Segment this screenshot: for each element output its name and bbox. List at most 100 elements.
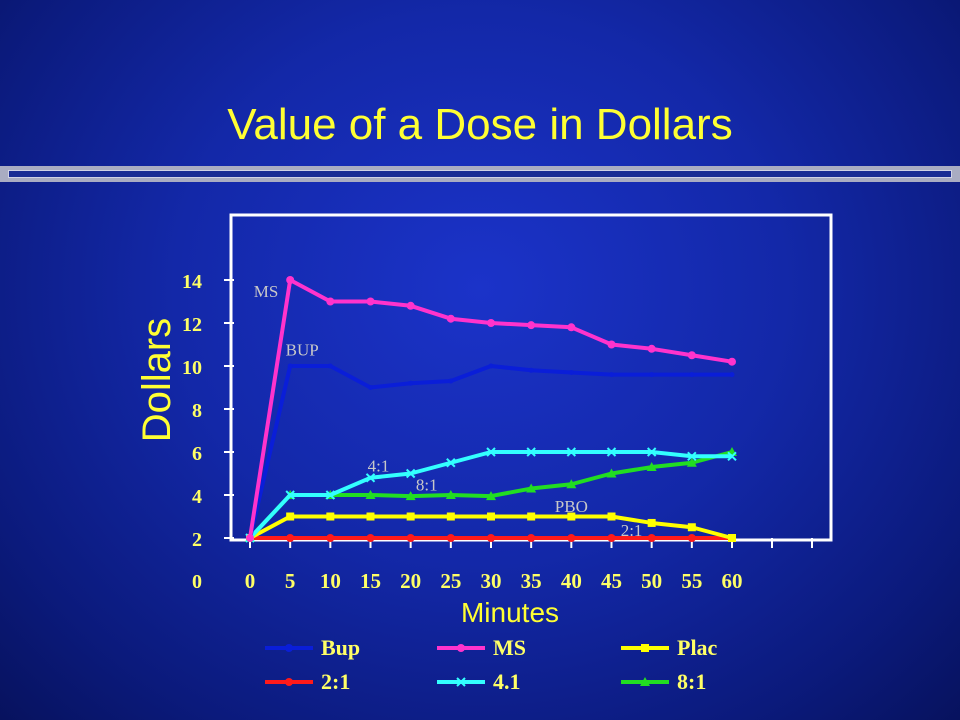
data-point-2-1	[326, 534, 335, 542]
legend-marker	[285, 678, 293, 686]
data-point-bup	[368, 385, 373, 390]
x-tick-label: 15	[360, 569, 381, 593]
legend-label: MS	[493, 635, 526, 660]
data-point-2-1	[607, 534, 616, 542]
data-point-bup	[649, 372, 655, 378]
data-point-bup	[729, 372, 735, 378]
series-annotation: BUP	[286, 340, 319, 359]
data-point-2-1	[647, 534, 656, 542]
legend-marker	[285, 644, 293, 652]
data-point-ms	[446, 314, 455, 323]
data-point-8-1	[405, 491, 416, 501]
series-annotation: PBO	[555, 497, 588, 516]
x-tick-label: 35	[521, 569, 542, 593]
data-point-ms	[687, 351, 696, 360]
legend-item-8-1: 8:1	[621, 669, 706, 694]
series-bup	[247, 363, 735, 541]
data-point-bup	[287, 363, 293, 369]
data-point-4-1	[646, 447, 657, 457]
data-point-plac	[446, 512, 455, 521]
x-tick-label: 5	[285, 569, 296, 593]
data-point-4-1	[325, 490, 336, 500]
data-point-8-1	[646, 462, 657, 472]
data-point-ms	[527, 321, 536, 330]
data-point-plac	[687, 523, 696, 532]
data-point-bup	[528, 367, 534, 373]
series-annotation: 2:1	[621, 521, 643, 540]
data-point-plac	[406, 512, 415, 521]
x-tick-label: 25	[440, 569, 461, 593]
data-point-plac	[647, 518, 656, 527]
data-point-2-1	[567, 534, 576, 542]
legend-item-ms: MS	[437, 635, 526, 660]
legend-marker	[641, 644, 649, 652]
x-tick-label: 20	[400, 569, 421, 593]
data-point-8-1	[566, 479, 577, 489]
data-point-bup	[327, 363, 333, 369]
legend-item-plac: Plac	[621, 635, 718, 660]
data-point-plac	[728, 534, 736, 542]
data-point-ms	[647, 344, 656, 353]
data-point-ms	[406, 301, 415, 310]
legend-item-4-1: 4.1	[437, 669, 521, 694]
data-point-8-1	[606, 468, 617, 478]
legend-item-bup: Bup	[265, 635, 360, 660]
x-tick-label: 45	[601, 569, 622, 593]
data-point-ms	[286, 276, 295, 284]
data-point-bup	[488, 363, 494, 369]
data-point-2-1	[527, 534, 536, 542]
data-point-ms	[567, 323, 576, 332]
data-point-plac	[527, 512, 536, 521]
data-point-plac	[366, 512, 375, 521]
data-point-plac	[286, 512, 295, 521]
data-point-4-1	[446, 458, 456, 468]
legend-marker	[457, 644, 465, 652]
y-tick-label: 2	[192, 529, 202, 551]
x-axis-title: Minutes	[461, 597, 559, 628]
data-point-8-1	[686, 457, 697, 467]
legend-marker	[640, 677, 650, 686]
series-ms	[246, 276, 736, 542]
data-point-2-1	[366, 534, 375, 542]
data-point-plac	[607, 512, 616, 521]
x-tick-label: 0	[245, 569, 256, 593]
y-tick-label: 12	[182, 314, 202, 336]
x-tick-label: 40	[561, 569, 582, 593]
series-annotation: 8:1	[416, 476, 438, 495]
data-point-8-1	[445, 490, 456, 499]
data-point-8-1	[526, 483, 537, 493]
y-tick-label: 6	[192, 443, 202, 465]
data-point-4-1	[486, 447, 496, 457]
data-point-2-1	[406, 534, 415, 542]
data-point-bup	[568, 369, 574, 375]
data-point-bup	[689, 372, 695, 378]
data-point-2-1	[487, 534, 495, 542]
data-point-plac	[487, 512, 495, 521]
slide-title: Value of a Dose in Dollars	[227, 100, 733, 149]
legend-label: Plac	[677, 635, 718, 660]
x-tick-label: 30	[481, 569, 502, 593]
data-point-4-1	[405, 468, 416, 479]
data-point-bup	[448, 378, 454, 384]
legend-label: 8:1	[677, 669, 706, 694]
data-point-8-1	[486, 491, 496, 501]
data-point-2-1	[446, 534, 455, 542]
y-tick-label: 0	[192, 571, 202, 593]
data-point-8-1	[365, 490, 376, 499]
data-point-ms	[607, 340, 616, 349]
y-axis-title: Dollars	[135, 318, 179, 442]
y-tick-label: 10	[182, 357, 202, 379]
y-tick-label: 14	[182, 271, 202, 293]
legend-label: Bup	[321, 635, 360, 660]
x-tick-label: 10	[320, 569, 341, 593]
legend-label: 2:1	[321, 669, 350, 694]
data-point-plac	[326, 512, 335, 521]
y-tick-label: 8	[192, 400, 202, 422]
data-point-2-1	[286, 534, 295, 542]
title-divider	[0, 166, 960, 182]
data-point-2-1	[687, 534, 696, 542]
data-point-ms	[326, 297, 335, 306]
data-point-ms	[366, 297, 375, 306]
y-tick-label: 4	[192, 486, 202, 508]
